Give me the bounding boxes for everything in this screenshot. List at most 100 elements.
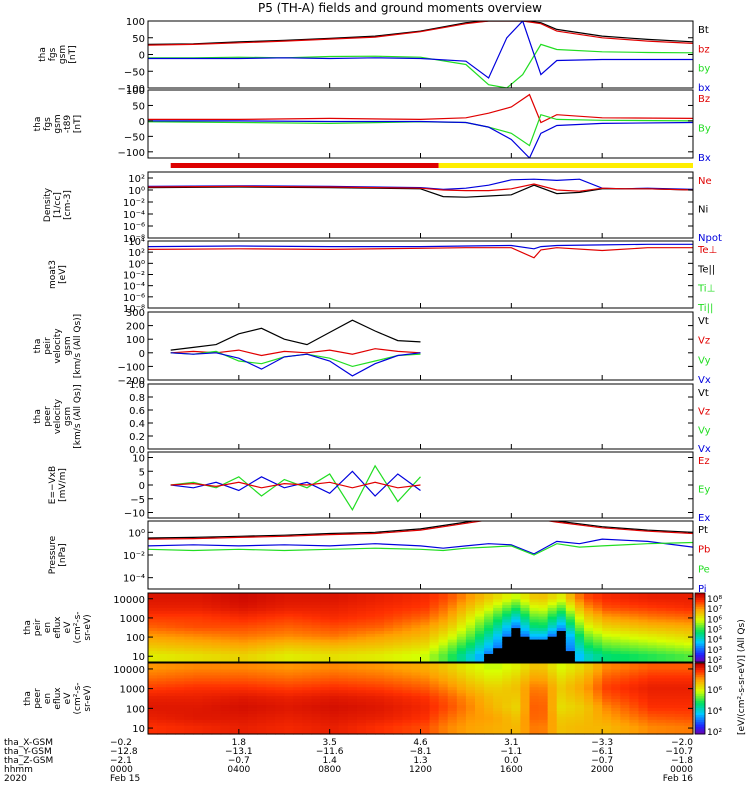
spectrogram-cell (193, 698, 204, 703)
spectrogram-cell (484, 677, 494, 682)
spectrogram-cell (384, 621, 394, 626)
spectrogram-cell (356, 683, 367, 688)
spectrogram-cell (193, 593, 204, 597)
spectrogram-cell (175, 665, 185, 670)
spectrogram-cell (429, 610, 440, 614)
spectrogram-cell (438, 656, 449, 660)
spectrogram-cell (347, 595, 358, 600)
spectrogram-cell (384, 618, 394, 623)
spectrogram-cell (611, 674, 621, 679)
spectrogram-cell (656, 689, 667, 694)
spectrogram-cell (284, 621, 294, 626)
spectrogram-cell (438, 595, 449, 600)
spectrogram-cell (475, 674, 485, 679)
spectrogram-cell (665, 686, 676, 691)
spectrogram-cell (529, 616, 540, 620)
spectrogram-cell (202, 601, 213, 606)
spectrogram-cell (229, 633, 240, 637)
spectrogram-cell (456, 725, 467, 729)
spectrogram-cell (329, 719, 340, 723)
spectrogram-cell (257, 621, 267, 626)
spectrogram-cell (293, 704, 304, 708)
spectrogram-cell (538, 653, 549, 657)
spectrogram-cell (511, 683, 522, 688)
spectrogram-cell (556, 610, 567, 614)
spectrogram-cell (593, 630, 603, 634)
spectrogram-cell (656, 716, 667, 720)
spectrogram-cell (175, 695, 185, 700)
spectrogram-cell (202, 613, 213, 617)
spectrogram-cell (166, 719, 176, 723)
spectrogram-cell (157, 716, 167, 720)
spectrogram-cell (166, 618, 176, 623)
spectrogram-cell (157, 598, 167, 603)
spectrogram-cell (393, 653, 403, 657)
y-tick-label: 10⁻⁸ (123, 234, 145, 245)
y-axis-label: E=−VxB (48, 466, 58, 504)
spectrogram-cell (438, 627, 449, 631)
spectrogram-cell (347, 663, 358, 667)
spectrogram-cell (429, 698, 440, 703)
spectrogram-cell (184, 713, 195, 717)
spectrogram-cell (456, 659, 467, 663)
colorbar-cell (695, 613, 705, 617)
spectrogram-cell (593, 650, 603, 654)
spectrogram-cell (547, 595, 558, 600)
spectrogram-cell (420, 710, 431, 714)
spectrogram-cell (220, 653, 231, 657)
spectrogram-cell (556, 671, 567, 676)
spectrogram-cell (247, 722, 258, 726)
spectrogram-cell (157, 680, 167, 685)
spectrogram-cell (366, 598, 376, 603)
spectrogram-cell (229, 698, 240, 703)
spectrogram-cell (565, 701, 576, 706)
spectrogram-cell (456, 677, 467, 682)
spectrogram-cell (148, 618, 158, 623)
spectrogram-cell (602, 719, 612, 723)
spectrogram-cell (229, 725, 240, 729)
spectrogram-cell (647, 656, 658, 660)
spectrogram-cell (584, 621, 594, 626)
spectrogram-cell (638, 650, 649, 654)
spectrogram-cell (211, 663, 222, 667)
spectrogram-cell (465, 621, 476, 626)
spectrogram-cell (529, 610, 540, 614)
spectrogram-cell (629, 618, 640, 623)
spectrogram-cell (638, 668, 649, 673)
spectrogram-cell (247, 650, 258, 654)
spectrogram-cell (538, 604, 549, 608)
spectrogram-cell (320, 641, 331, 646)
spectrogram-cell (293, 710, 304, 714)
spectrogram-cell (284, 647, 294, 652)
spectrogram-cell (211, 633, 222, 637)
spectrogram-cell (574, 633, 585, 637)
spectrogram-cell (584, 601, 594, 606)
colorbar-cell (695, 659, 705, 663)
spectrogram-cell (611, 613, 621, 617)
spectrogram-cell (656, 731, 667, 735)
spectrogram-cell (375, 716, 385, 720)
spectrogram-cell (411, 698, 422, 703)
spectrogram-cell (493, 641, 503, 646)
spectrogram-cell (547, 710, 558, 714)
spectrogram-cell (493, 598, 503, 603)
spectrogram-cell (584, 598, 594, 603)
spectrogram-cell (611, 707, 621, 711)
spectrogram-cell (220, 610, 231, 614)
spectrogram-cell (665, 716, 676, 720)
spectrogram-cell (284, 659, 294, 663)
spectrogram-cell (593, 683, 603, 688)
spectrogram-cell (302, 593, 313, 597)
spectrogram-cell (447, 644, 458, 649)
spectrogram-cell (620, 636, 631, 640)
spectrogram-cell (375, 639, 385, 643)
spectrogram-cell (520, 616, 531, 620)
spectrogram-cell (629, 607, 640, 611)
spectrogram-cell (366, 639, 376, 643)
spectrogram-cell (347, 725, 358, 729)
spectrogram-cell (293, 653, 304, 657)
spectrogram-cell (220, 665, 231, 670)
spectrogram-cell (220, 668, 231, 673)
spectrogram-cell (502, 598, 512, 603)
spectrogram-cell (683, 665, 694, 670)
